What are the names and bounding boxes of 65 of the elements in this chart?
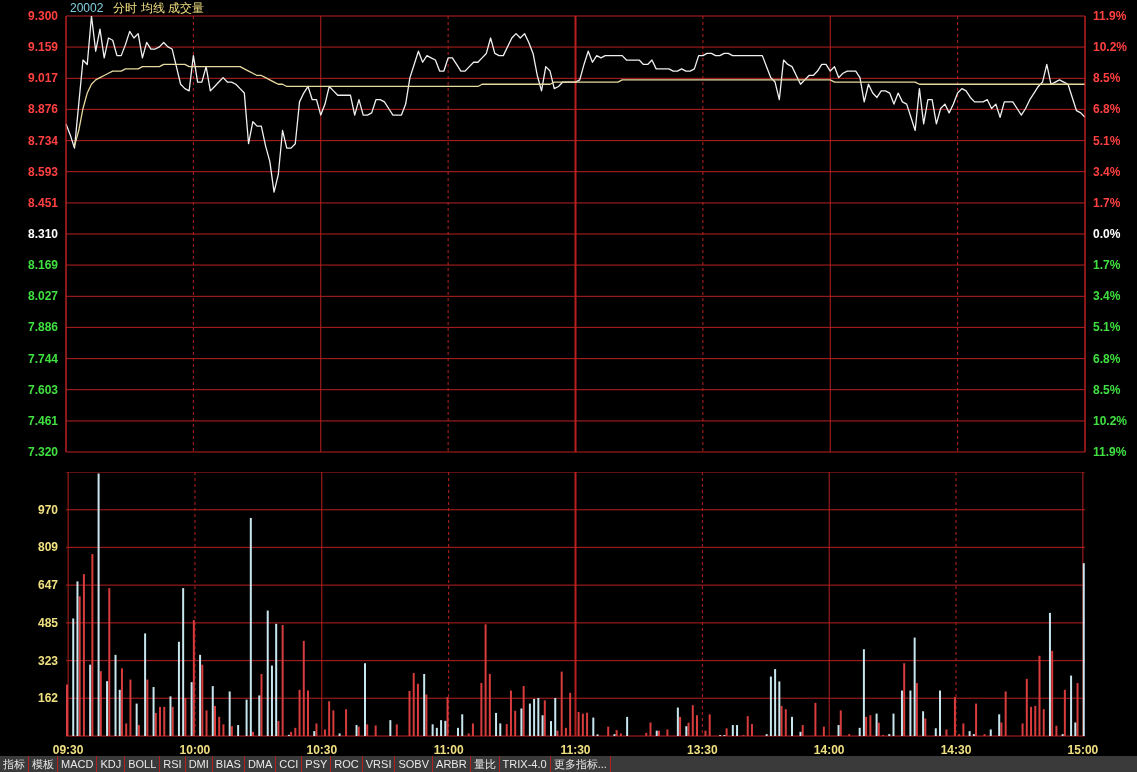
y-tick-label: 7.886 [27,320,59,335]
y2-tick-label: 1.7% [1093,258,1121,273]
text: 模板 [29,756,58,772]
y2-tick-label: 11.9% [1093,445,1127,459]
y2-tick-label: 3.4% [1093,164,1121,179]
text: MACD [58,756,98,772]
y2-tick-label: 8.5% [1093,382,1121,397]
y-tick-label: 8.876 [27,102,59,117]
text: 量比 [470,756,500,772]
text: SOBV [395,756,434,772]
chart-title: 20002 [70,1,104,15]
text: CCI [276,756,303,772]
x-tick-label: 10:00 [179,743,211,757]
text: BOLL [125,756,161,772]
y-tick-label: 9.300 [27,9,59,23]
x-tick-label: 15:00 [1067,743,1099,757]
y2-tick-label: 1.7% [1093,195,1121,210]
text: 指标 [0,756,29,772]
text: PSY [302,756,332,772]
y-tick-label: 970 [37,502,59,517]
chart-subtitle: 分时 均线 成交量 [113,1,205,15]
y-tick-label: 9.017 [27,71,59,86]
y2-tick-label: 5.1% [1093,320,1121,335]
y2-tick-label: 5.1% [1093,133,1121,148]
y-tick-label: 323 [37,653,59,668]
text: DMI [185,756,213,772]
x-tick-label: 09:30 [52,743,84,757]
y-tick-label: 9.159 [27,40,59,55]
y2-tick-label: 10.2% [1093,40,1128,55]
text: TRIX-4.0 [499,756,551,772]
y2-tick-label: 10.2% [1093,413,1128,428]
y-tick-label: 8.451 [27,195,59,210]
text: ARBR [433,756,471,772]
y-tick-label: 8.734 [27,133,59,148]
y2-tick-label: 8.5% [1093,71,1121,86]
y-tick-label: 7.603 [27,382,59,397]
y2-tick-label: 0.0% [1093,227,1121,241]
y2-tick-label: 11.9% [1093,9,1127,23]
x-tick-label: 11:30 [560,743,591,757]
y-tick-label: 8.593 [27,164,59,179]
text: RSI [160,756,186,772]
text: KDJ [97,756,126,772]
y2-tick-label: 6.8% [1093,102,1121,117]
x-tick-label: 11:00 [433,743,464,757]
y-tick-label: 8.169 [27,258,59,273]
y-tick-label: 162 [37,691,59,706]
y-tick-label: 7.461 [27,413,59,428]
x-tick-label: 13:30 [686,743,719,757]
y2-tick-label: 6.8% [1093,351,1121,366]
y-tick-label: 7.744 [27,351,59,366]
text: BIAS [212,756,245,772]
y-tick-label: 647 [37,578,59,593]
y-tick-label: 485 [37,615,59,630]
y-tick-label: 8.027 [27,289,59,304]
x-tick-label: 10:30 [306,743,338,757]
text: VRSI [362,756,396,772]
y-tick-label: 809 [37,540,59,555]
text: ROC [331,756,363,772]
text: 更多指标... [550,756,611,772]
y2-tick-label: 3.4% [1093,289,1121,304]
x-tick-label: 14:00 [813,743,845,757]
text: DMA [244,756,277,772]
y-tick-label: 8.310 [27,227,59,241]
x-tick-label: 14:30 [940,743,972,757]
y-tick-label: 7.320 [27,445,59,459]
